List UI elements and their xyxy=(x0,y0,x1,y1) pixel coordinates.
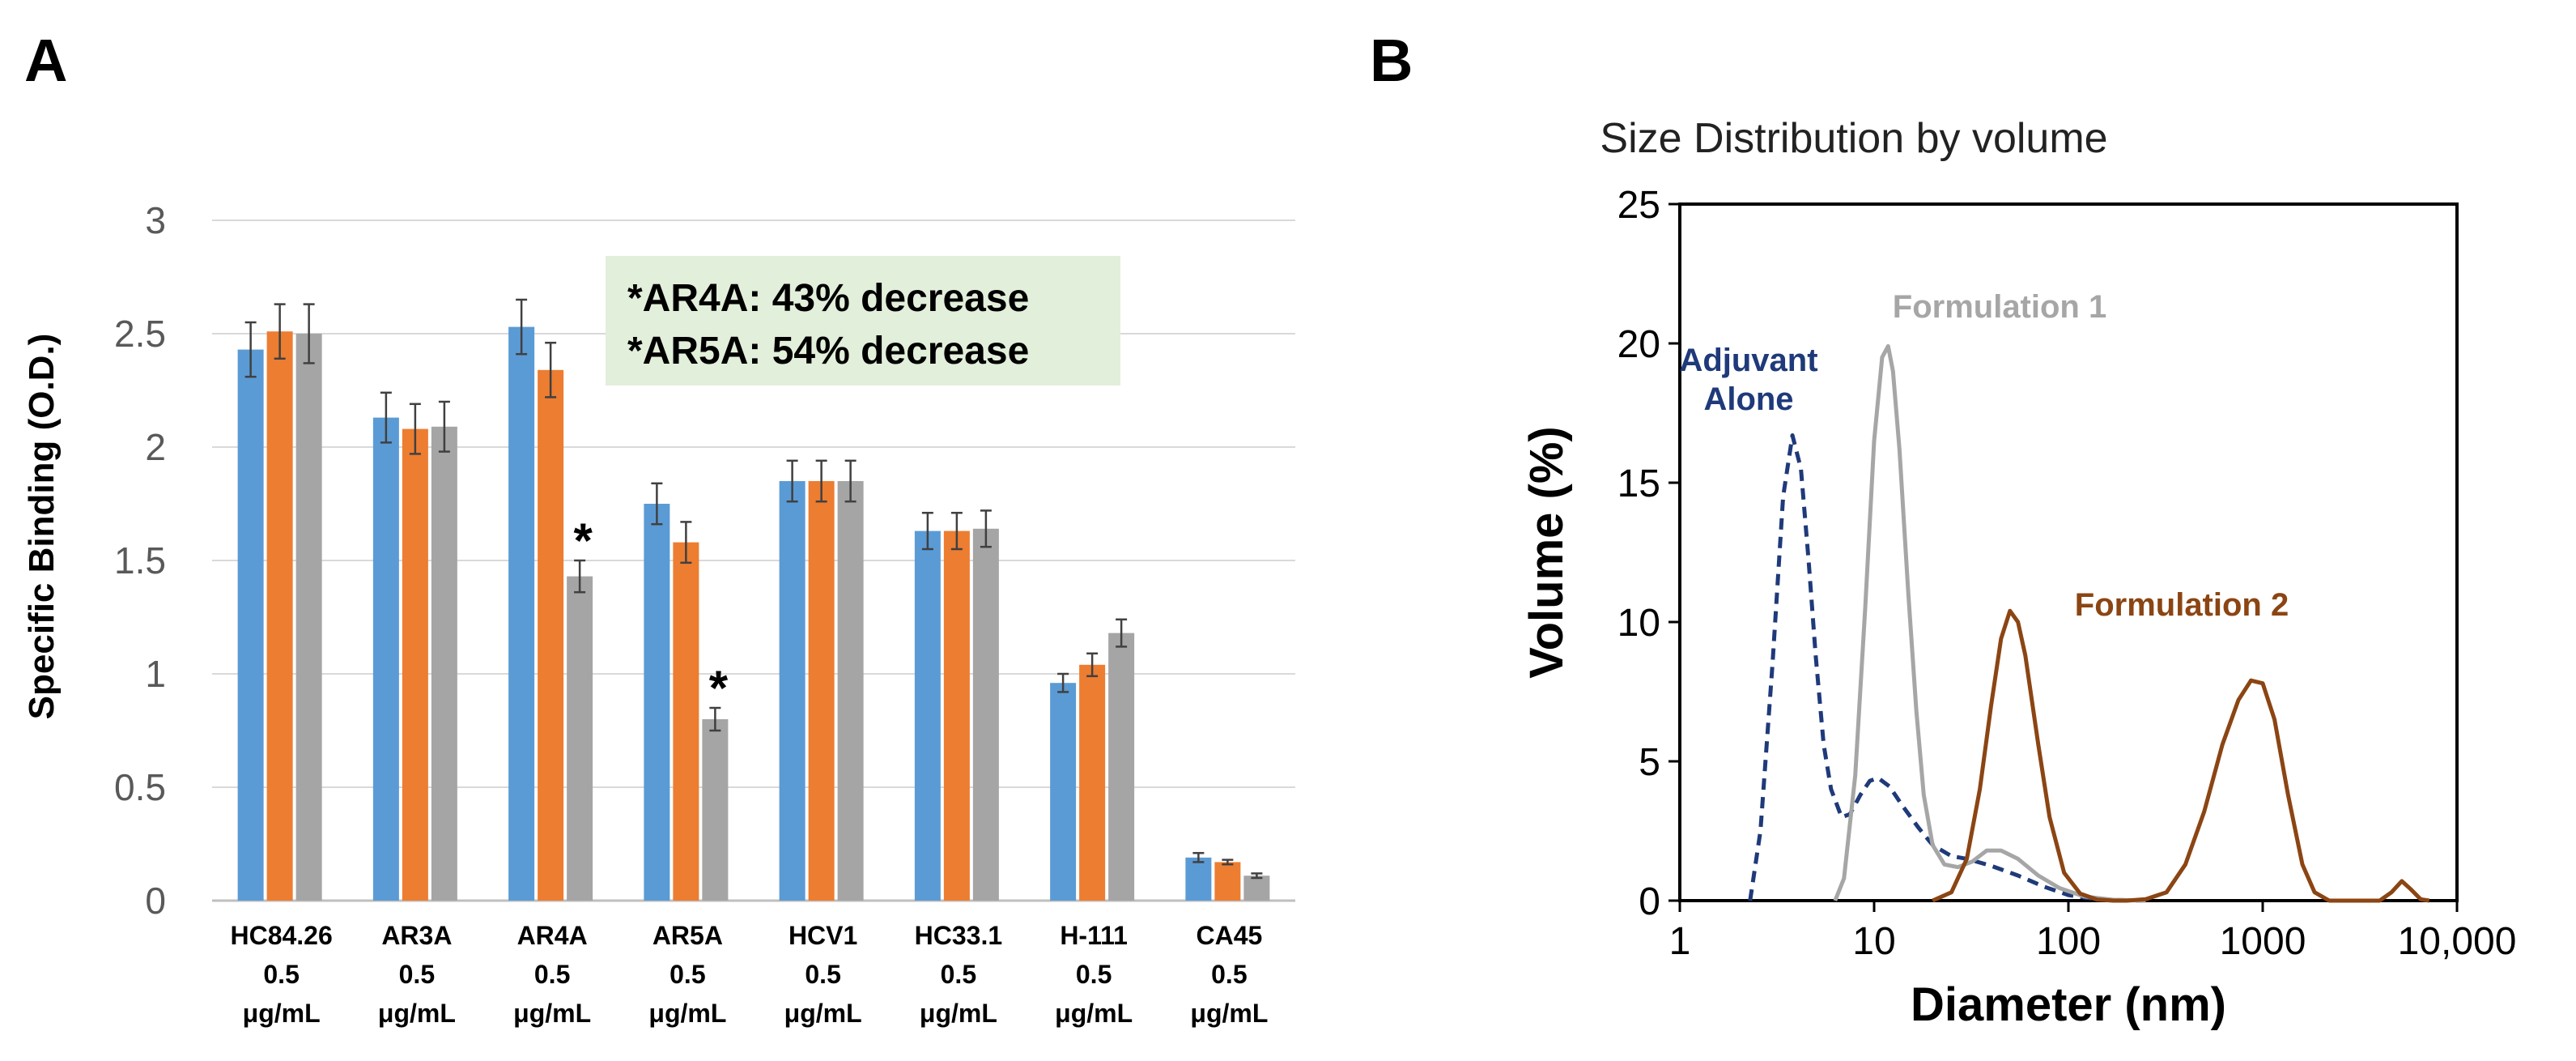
chart-b-x-axis-title: Diameter (nm) xyxy=(1911,978,2226,1031)
category-label: 0.5 xyxy=(941,960,976,989)
bar xyxy=(972,528,999,901)
category-label: μg/mL xyxy=(378,999,456,1028)
bar xyxy=(837,481,864,901)
category-label: AR4A xyxy=(517,921,588,950)
bar xyxy=(567,576,593,901)
annotation-line-2: *AR5A: 54% decrease xyxy=(627,330,1029,373)
bar xyxy=(702,719,729,901)
x-tick-label: 10 xyxy=(1852,920,1895,963)
category-label: AR5A xyxy=(653,921,723,950)
bar xyxy=(644,504,670,901)
category-label: 0.5 xyxy=(670,960,705,989)
chart-a-bars xyxy=(237,326,1270,901)
y-tick-label: 1.5 xyxy=(114,539,166,582)
y-tick-label: 1 xyxy=(145,653,166,695)
bar xyxy=(372,417,399,901)
significance-star: * xyxy=(709,661,729,715)
bar xyxy=(508,326,535,901)
category-label: 0.5 xyxy=(1211,960,1247,989)
category-label: μg/mL xyxy=(243,999,321,1028)
y-tick-label: 20 xyxy=(1617,323,1660,366)
category-label: CA45 xyxy=(1196,921,1262,950)
y-tick-label: 5 xyxy=(1639,741,1660,784)
category-label: μg/mL xyxy=(1190,999,1268,1028)
chart-b-y-ticks: 0 5 10 15 20 25 xyxy=(1617,184,1680,923)
series-label: Adjuvant xyxy=(1679,343,1817,378)
series-label: Formulation 2 xyxy=(2075,587,2289,623)
category-label: H-111 xyxy=(1060,921,1128,950)
bar xyxy=(673,542,699,901)
chart-a-annotation-box: *AR4A: 43% decrease *AR5A: 54% decrease xyxy=(606,256,1120,386)
category-label: μg/mL xyxy=(1055,999,1133,1028)
chart-b-y-axis-title: Volume (%) xyxy=(1520,426,1573,679)
chart-b-title: Size Distribution by volume xyxy=(1600,115,2107,162)
panel-a-letter: A xyxy=(24,27,67,94)
category-label: 0.5 xyxy=(805,960,840,989)
bar xyxy=(538,369,564,901)
x-tick-label: 100 xyxy=(2036,920,2101,963)
bar xyxy=(1185,857,1212,901)
bar xyxy=(1214,862,1241,901)
chart-a-y-axis-title: Specific Binding (O.D.) xyxy=(22,334,62,720)
category-label: 0.5 xyxy=(1076,960,1112,989)
category-label: μg/mL xyxy=(920,999,997,1028)
annotation-line-1: *AR4A: 43% decrease xyxy=(627,277,1029,320)
bar xyxy=(779,481,806,901)
y-tick-label: 0.5 xyxy=(114,766,166,808)
bar xyxy=(808,481,835,901)
y-tick-label: 3 xyxy=(145,199,166,241)
x-tick-label: 1 xyxy=(1669,920,1691,963)
bar xyxy=(914,530,941,901)
chart-b-series-lines xyxy=(1748,343,2430,903)
category-label: μg/mL xyxy=(648,999,726,1028)
category-label: 0.5 xyxy=(534,960,570,989)
y-tick-label: 25 xyxy=(1617,184,1660,227)
bar xyxy=(1108,633,1135,901)
chart-a-category-labels: HC84.26 0.5 μg/mL AR3A 0.5 μg/mL AR4A 0.5 μg/mL A… xyxy=(230,921,1268,1028)
bar xyxy=(402,428,428,901)
series-line xyxy=(1833,343,2146,903)
x-tick-label: 10,000 xyxy=(2398,920,2517,963)
category-label: HC33.1 xyxy=(915,921,1003,950)
category-label: AR3A xyxy=(381,921,452,950)
category-label: HC84.26 xyxy=(230,921,332,950)
chart-b-x-ticks: 1 10 100 1000 10,000 xyxy=(1669,901,2517,963)
bar xyxy=(295,334,322,901)
chart-a-error-bars xyxy=(244,298,1263,880)
bar xyxy=(1079,664,1106,901)
bar xyxy=(431,426,457,901)
bar xyxy=(266,331,293,901)
annotation-background xyxy=(606,256,1120,386)
series-label: Alone xyxy=(1703,381,1793,417)
x-tick-label: 1000 xyxy=(2220,920,2306,963)
significance-star: * xyxy=(573,513,593,568)
bar xyxy=(1050,683,1077,901)
panel-b-letter: B xyxy=(1370,27,1413,94)
bar xyxy=(237,349,264,901)
y-tick-label: 2 xyxy=(145,426,166,468)
y-tick-label: 15 xyxy=(1617,462,1660,505)
chart-a-significance-marks: ** xyxy=(573,513,728,715)
category-label: 0.5 xyxy=(263,960,299,989)
category-label: 0.5 xyxy=(399,960,435,989)
y-tick-label: 0 xyxy=(145,880,166,922)
y-tick-label: 2.5 xyxy=(114,313,166,355)
series-label: Formulation 1 xyxy=(1893,289,2106,325)
bar xyxy=(1243,876,1270,901)
category-label: HCV1 xyxy=(789,921,857,950)
category-label: μg/mL xyxy=(513,999,591,1028)
y-tick-label: 0 xyxy=(1639,880,1660,923)
bar xyxy=(943,530,970,901)
series-line xyxy=(1748,433,2146,903)
series-line xyxy=(1932,608,2430,903)
y-tick-label: 10 xyxy=(1617,602,1660,645)
category-label: μg/mL xyxy=(784,999,862,1028)
chart-a-y-ticks: 0 0.5 1 1.5 2 2.5 3 xyxy=(114,199,166,922)
